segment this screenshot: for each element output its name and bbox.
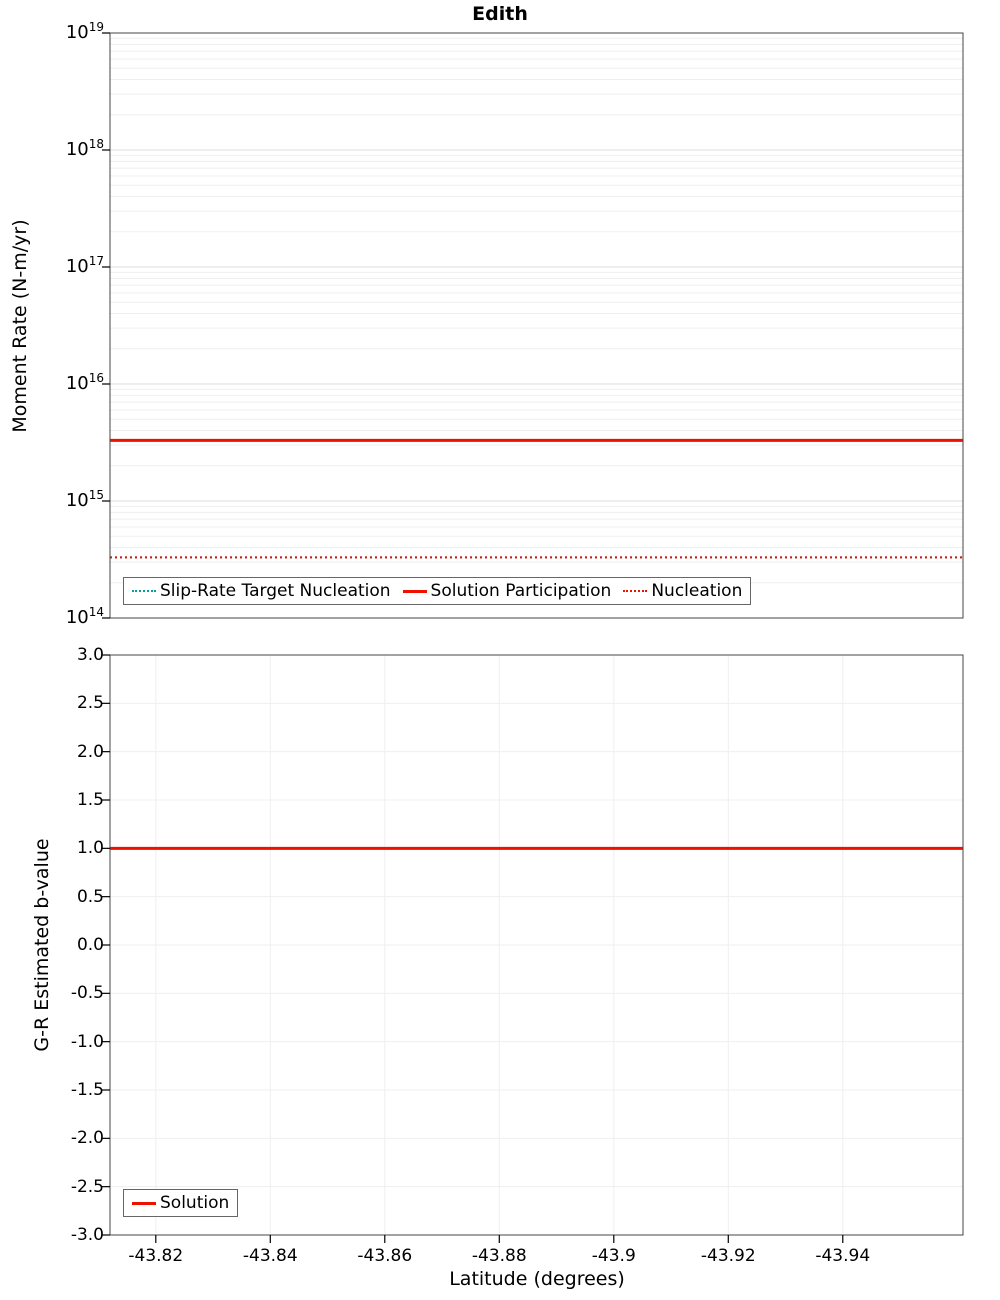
chart-title: Edith	[472, 3, 528, 25]
legend-label: Solution	[160, 1193, 230, 1213]
legend-line-sample	[402, 589, 427, 593]
legend-label: Nucleation	[651, 581, 743, 601]
legend-entry: Solution Participation	[402, 581, 612, 601]
y-axis-label-b-value: G-R Estimated b-value	[31, 838, 53, 1052]
legend-line-sample	[623, 590, 648, 592]
legend-entry: Nucleation	[623, 581, 742, 601]
legend-entry: Slip-Rate Target Nucleation	[132, 581, 391, 601]
x-axis-label: Latitude (degrees)	[449, 1268, 625, 1290]
legend-entry: Solution	[132, 1193, 229, 1213]
plot-border	[109, 32, 964, 619]
legend-bottom: Solution	[123, 1189, 239, 1217]
y-axis-label-moment-rate: Moment Rate (N-m/yr)	[9, 219, 31, 433]
legend-line-sample	[132, 590, 156, 592]
legend-top: Slip-Rate Target Nucleation Solution Par…	[123, 577, 752, 605]
legend-label: Slip-Rate Target Nucleation	[160, 581, 391, 601]
legend-line-sample	[132, 1201, 156, 1205]
legend-label: Solution Participation	[430, 581, 612, 601]
